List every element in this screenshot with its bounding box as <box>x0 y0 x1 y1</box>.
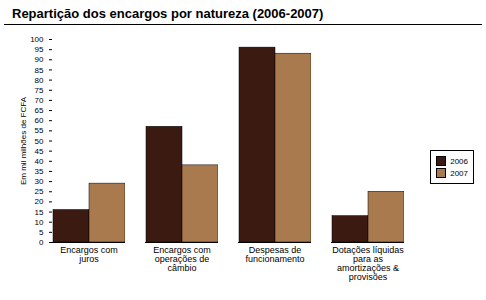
html-text:2006: 2006 <box>450 156 468 166</box>
svg-text:85: 85 <box>35 66 44 75</box>
svg-text:Encargos comjuros: Encargos comjuros <box>60 245 118 264</box>
svg-text:30: 30 <box>35 177 44 186</box>
html-text:Repartição dos encargos por na: Repartição dos encargos por natureza (20… <box>12 6 324 21</box>
svg-text:Encargos comoperações decâmbio: Encargos comoperações decâmbio <box>153 245 211 273</box>
svg-text:35: 35 <box>35 167 44 176</box>
svg-text:10: 10 <box>35 218 44 227</box>
svg-text:20: 20 <box>35 197 44 206</box>
svg-text:Dotações líquidaspara asamorti: Dotações líquidaspara asamortizações &pr… <box>332 245 404 282</box>
svg-text:50: 50 <box>35 137 44 146</box>
svg-text:40: 40 <box>35 157 44 166</box>
svg-text:0: 0 <box>39 238 44 247</box>
svg-text:60: 60 <box>35 116 44 125</box>
svg-text:25: 25 <box>35 187 44 196</box>
svg-text:100: 100 <box>30 35 44 44</box>
svg-text:15: 15 <box>35 208 44 217</box>
svg-text:95: 95 <box>35 45 44 54</box>
svg-text:75: 75 <box>35 86 44 95</box>
html-text:2007: 2007 <box>450 168 468 178</box>
svg-text:80: 80 <box>35 76 44 85</box>
svg-text:Em mil milhões de FCFA: Em mil milhões de FCFA <box>19 96 28 185</box>
svg-text:Despesas defuncionamento: Despesas defuncionamento <box>245 245 304 264</box>
svg-text:90: 90 <box>35 55 44 64</box>
svg-text:65: 65 <box>35 106 44 115</box>
svg-text:45: 45 <box>35 147 44 156</box>
svg-text:5: 5 <box>39 228 44 237</box>
svg-text:55: 55 <box>35 126 44 135</box>
svg-text:70: 70 <box>35 96 44 105</box>
